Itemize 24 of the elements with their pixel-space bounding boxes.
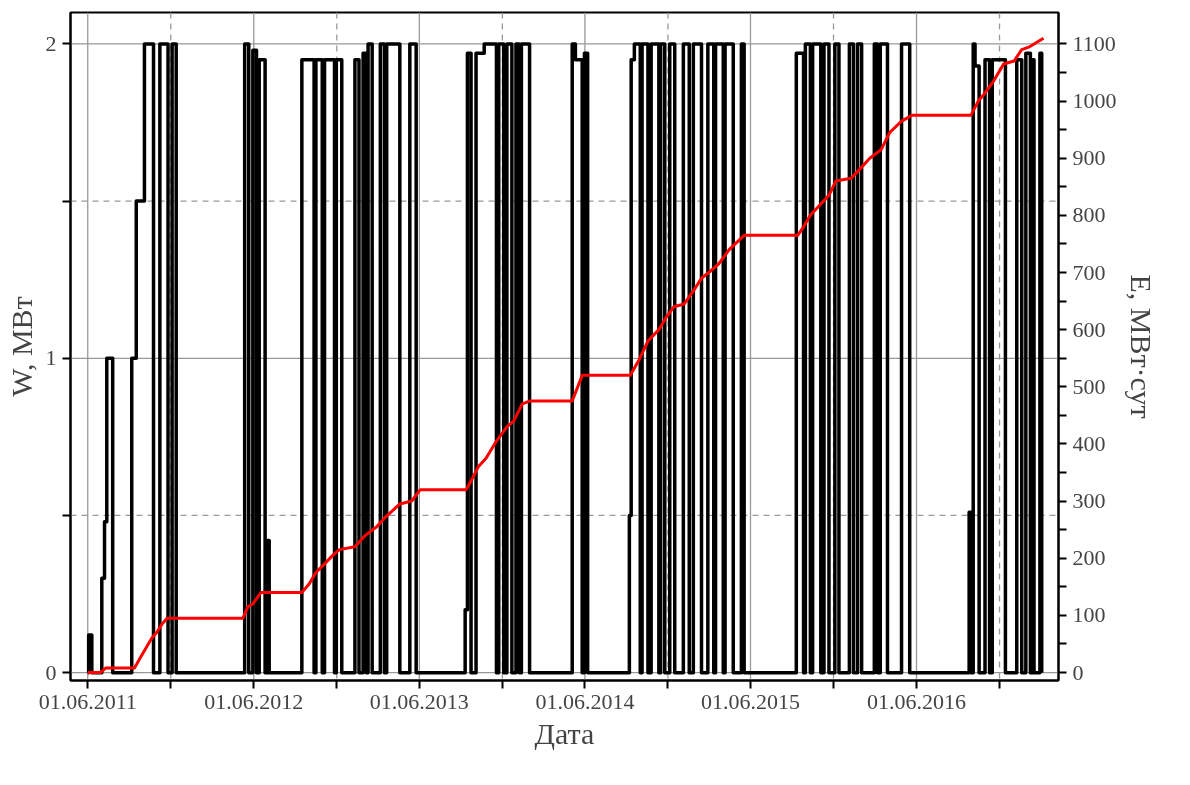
x-tick-label: 01.06.2013	[369, 688, 469, 714]
y2-tick-label: 100	[1072, 602, 1106, 628]
y2-axis-title: E, МВт·сут	[1124, 274, 1158, 419]
y2-tick-label: 0	[1072, 659, 1084, 685]
x-tick-label: 01.06.2016	[867, 688, 967, 714]
y2-tick-label: 200	[1072, 545, 1106, 571]
y2-tick-label: 300	[1072, 488, 1106, 514]
y2-tick-label: 600	[1072, 316, 1106, 342]
y2-tick-label: 500	[1072, 373, 1106, 399]
y2-tick-label: 1000	[1072, 88, 1117, 114]
y2-tick-label: 400	[1072, 430, 1106, 456]
y-axis-title: W, МВт	[4, 296, 38, 397]
x-axis-title: Дата	[534, 716, 595, 750]
y2-tick-label: 1100	[1072, 30, 1116, 56]
x-tick-label: 01.06.2011	[38, 688, 137, 714]
y-tick-label: 0	[45, 659, 57, 685]
x-tick-label: 01.06.2015	[700, 688, 800, 714]
y2-tick-label: 900	[1072, 145, 1106, 171]
y2-tick-label: 800	[1072, 202, 1106, 228]
y-tick-label: 1	[45, 345, 57, 371]
x-tick-label: 01.06.2012	[204, 688, 304, 714]
y-tick-label: 2	[45, 30, 57, 56]
y2-tick-label: 700	[1072, 259, 1106, 285]
x-tick-label: 01.06.2014	[535, 688, 635, 714]
